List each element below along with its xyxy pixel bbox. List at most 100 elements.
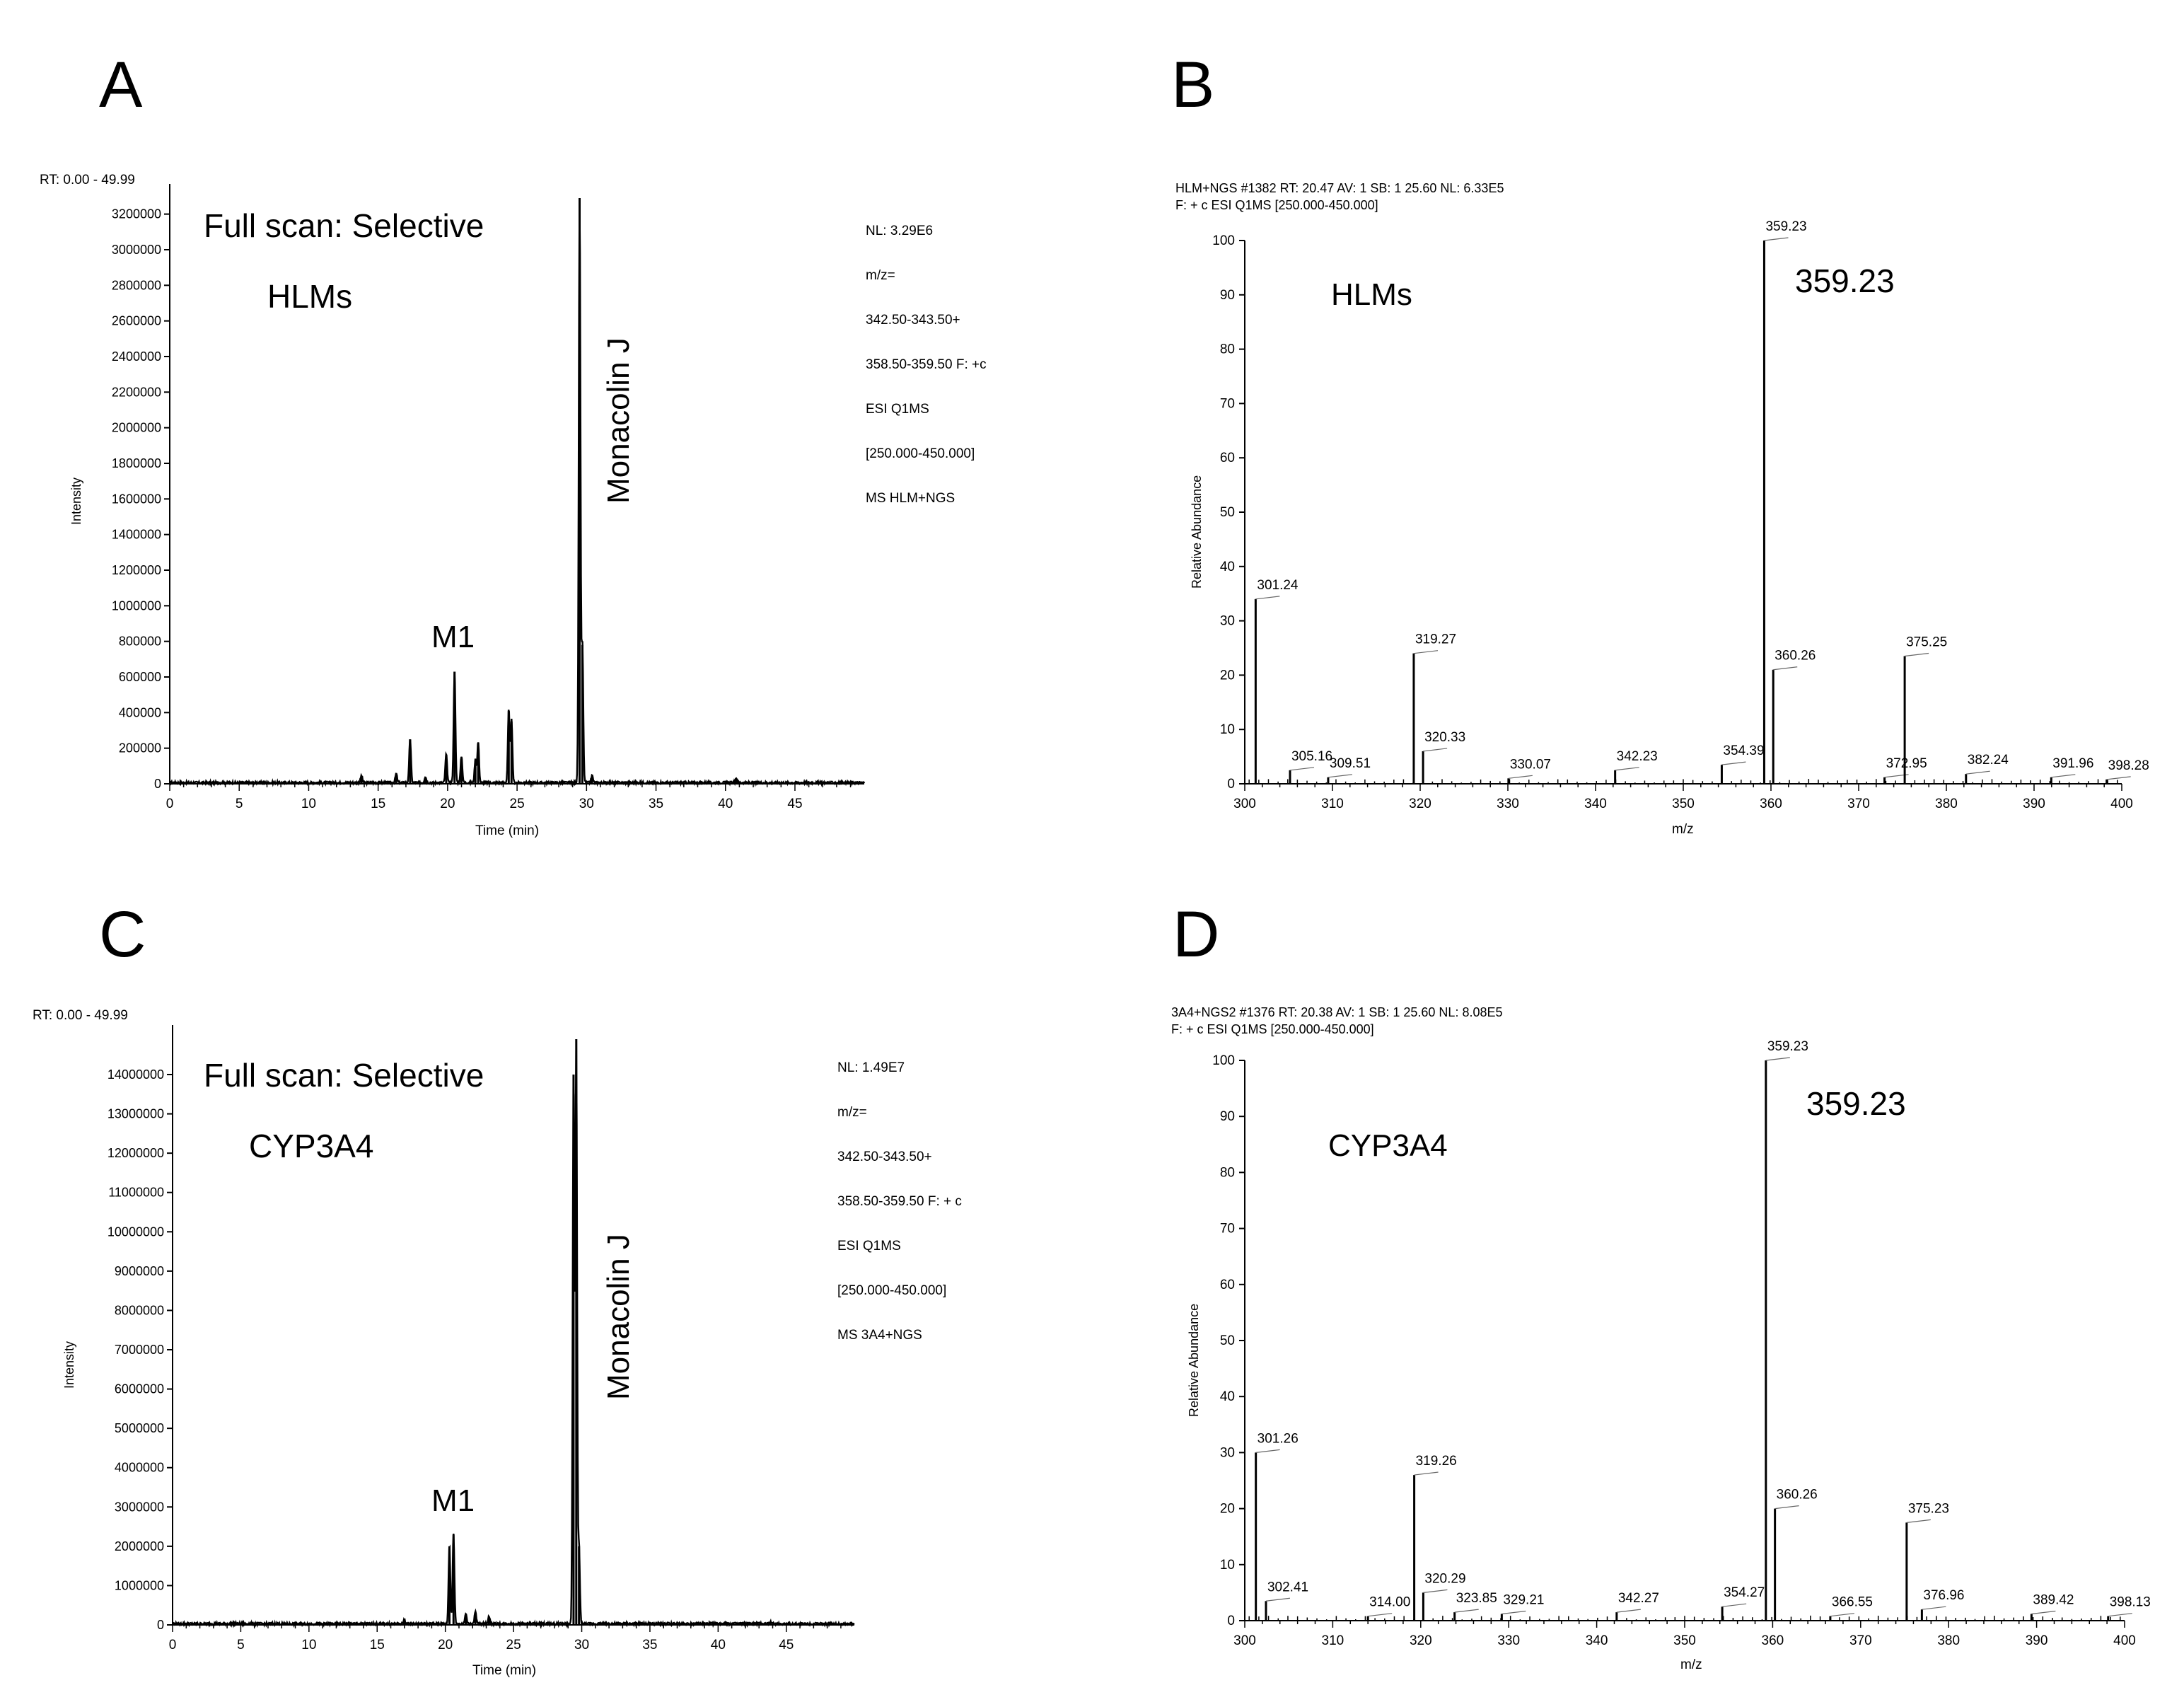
mass-spectrum-chart: 0 10 20 30 40 50 60 70 80 90 100 300 310 320 330 340 350… bbox=[1212, 1039, 2151, 1648]
y-tick-label: 3000000 bbox=[115, 1500, 164, 1514]
info-line: 342.50-343.50+ bbox=[837, 1150, 932, 1164]
sample-label: CYP3A4 bbox=[1328, 1128, 1448, 1163]
peak-label-leader bbox=[1502, 1610, 1526, 1615]
metabolite-label-m1: M1 bbox=[431, 620, 475, 654]
peak-label: 372.95 bbox=[1886, 756, 1927, 771]
peak-label: 354.27 bbox=[1724, 1585, 1765, 1600]
x-tick-label: 370 bbox=[1849, 1633, 1872, 1648]
y-tick-label: 200000 bbox=[119, 741, 161, 756]
y-tick-label: 800000 bbox=[119, 635, 161, 649]
peak-label: 375.23 bbox=[1908, 1501, 1949, 1516]
y-tick-label: 100 bbox=[1212, 1053, 1235, 1068]
x-tick-label: 330 bbox=[1497, 1633, 1520, 1648]
peak-label-leader bbox=[2051, 774, 2076, 778]
x-tick-label: 300 bbox=[1233, 1633, 1256, 1648]
peak-label: 359.23 bbox=[1765, 219, 1806, 234]
scan-header-line: HLM+NGS #1382 RT: 20.47 AV: 1 SB: 1 25.6… bbox=[1175, 181, 1504, 195]
rt-range-label: RT: 0.00 - 49.99 bbox=[33, 1008, 128, 1023]
x-axis-label: Time (min) bbox=[472, 1663, 537, 1678]
x-tick-label: 390 bbox=[2026, 1633, 2048, 1648]
info-line: m/z= bbox=[866, 268, 895, 283]
x-tick-label: 30 bbox=[574, 1638, 589, 1652]
peak-label: 398.13 bbox=[2110, 1595, 2151, 1610]
info-line: NL: 3.29E6 bbox=[866, 224, 934, 238]
metabolite-label-m1: M1 bbox=[431, 1483, 475, 1518]
x-tick-label: 330 bbox=[1497, 797, 1519, 811]
x-tick-label: 5 bbox=[236, 797, 243, 811]
rt-range-label: RT: 0.00 - 49.99 bbox=[40, 173, 135, 187]
info-line: [250.000-450.000] bbox=[866, 446, 975, 461]
y-tick-label: 400000 bbox=[119, 705, 161, 719]
y-tick-label: 3200000 bbox=[112, 207, 161, 221]
x-tick-label: 380 bbox=[1937, 1633, 1960, 1648]
x-tick-label: 320 bbox=[1410, 1633, 1432, 1648]
peak-label: 354.39 bbox=[1723, 743, 1764, 758]
x-tick-label: 400 bbox=[2110, 797, 2133, 811]
y-tick-label: 1400000 bbox=[112, 528, 161, 542]
y-tick-label: 60 bbox=[1220, 1278, 1235, 1292]
peak-label: 320.33 bbox=[1424, 730, 1465, 745]
x-tick-label: 340 bbox=[1584, 797, 1607, 811]
peak-label: 375.25 bbox=[1906, 635, 1947, 650]
peak-label: 309.51 bbox=[1330, 756, 1371, 771]
peak-label-leader bbox=[1905, 652, 1929, 657]
panel-b: B HLM+NGS #1382 RT: 20.47 AV: 1 SB: 1 25… bbox=[1092, 0, 2184, 851]
panel-a: A RT: 0.00 - 49.99 NL: 3.29E6 m/z= 342.5… bbox=[0, 0, 1092, 851]
x-tick-label: 15 bbox=[371, 797, 385, 811]
scan-header-line: 3A4+NGS2 #1376 RT: 20.38 AV: 1 SB: 1 25.… bbox=[1171, 1005, 1503, 1019]
y-tick-label: 8000000 bbox=[115, 1303, 164, 1317]
peak-label: 391.96 bbox=[2052, 756, 2093, 771]
y-tick-label: 2400000 bbox=[112, 349, 161, 364]
info-line: m/z= bbox=[837, 1105, 867, 1120]
y-tick-label: 12000000 bbox=[108, 1146, 164, 1160]
acquisition-info: NL: 1.49E7 m/z= 342.50-343.50+ 358.50-35… bbox=[837, 1031, 962, 1372]
y-tick-label: 40 bbox=[1220, 560, 1235, 574]
y-tick-label: 6000000 bbox=[115, 1382, 164, 1396]
acquisition-info: NL: 3.29E6 m/z= 342.50-343.50+ 358.50-35… bbox=[866, 194, 987, 536]
x-tick-label: 25 bbox=[510, 797, 525, 811]
x-tick-label: 350 bbox=[1673, 1633, 1696, 1648]
y-tick-label: 80 bbox=[1220, 342, 1235, 357]
peak-label-leader bbox=[1413, 650, 1439, 654]
peak-label-leader bbox=[2031, 1610, 2056, 1615]
info-line: ESI Q1MS bbox=[837, 1239, 901, 1254]
y-tick-label: 2000000 bbox=[112, 421, 161, 435]
y-tick-label: 40 bbox=[1220, 1389, 1235, 1404]
y-tick-label: 90 bbox=[1220, 288, 1235, 303]
y-tick-label: 30 bbox=[1220, 614, 1235, 629]
info-line: 358.50-359.50 F: + c bbox=[837, 1194, 962, 1209]
peak-label: 342.27 bbox=[1618, 1591, 1659, 1606]
peak-label-leader bbox=[1414, 1471, 1439, 1476]
peak-label-leader bbox=[1289, 767, 1315, 771]
peak-label: 330.07 bbox=[1510, 757, 1551, 772]
peak-label: 360.26 bbox=[1774, 649, 1816, 664]
peak-label: 329.21 bbox=[1503, 1592, 1544, 1607]
peak-label-leader bbox=[1616, 1609, 1641, 1613]
y-tick-label: 600000 bbox=[119, 670, 161, 684]
y-tick-label: 5000000 bbox=[115, 1421, 164, 1435]
y-tick-label: 20 bbox=[1220, 1502, 1235, 1517]
x-tick-label: 40 bbox=[718, 797, 733, 811]
panel-letter: B bbox=[1171, 49, 1215, 121]
scan-mode-title: Full scan: Selective bbox=[204, 1057, 484, 1094]
peak-label-leader bbox=[1765, 1057, 1790, 1061]
scan-header-line: F: + c ESI Q1MS [250.000-450.000] bbox=[1175, 198, 1378, 212]
x-axis-label: m/z bbox=[1680, 1657, 1702, 1672]
peak-label-leader bbox=[2106, 776, 2131, 780]
panel-letter: C bbox=[99, 898, 146, 971]
x-tick-label: 340 bbox=[1586, 1633, 1608, 1648]
y-tick-label: 80 bbox=[1220, 1165, 1235, 1180]
peak-label-leader bbox=[1965, 770, 1990, 775]
peak-label: 398.28 bbox=[2108, 758, 2149, 773]
x-tick-label: 35 bbox=[642, 1638, 657, 1652]
x-tick-label: 45 bbox=[779, 1638, 794, 1652]
y-tick-label: 13000000 bbox=[108, 1107, 164, 1121]
panel-d: D 3A4+NGS2 #1376 RT: 20.38 AV: 1 SB: 1 2… bbox=[1092, 851, 2184, 1702]
peak-label: 389.42 bbox=[2033, 1592, 2074, 1607]
y-tick-label: 3000000 bbox=[112, 243, 161, 257]
y-tick-label: 1200000 bbox=[112, 563, 161, 577]
y-tick-label: 1000000 bbox=[112, 598, 161, 613]
y-tick-label: 1600000 bbox=[112, 492, 161, 506]
y-tick-label: 0 bbox=[1227, 1614, 1235, 1628]
y-tick-label: 10 bbox=[1220, 1558, 1235, 1573]
